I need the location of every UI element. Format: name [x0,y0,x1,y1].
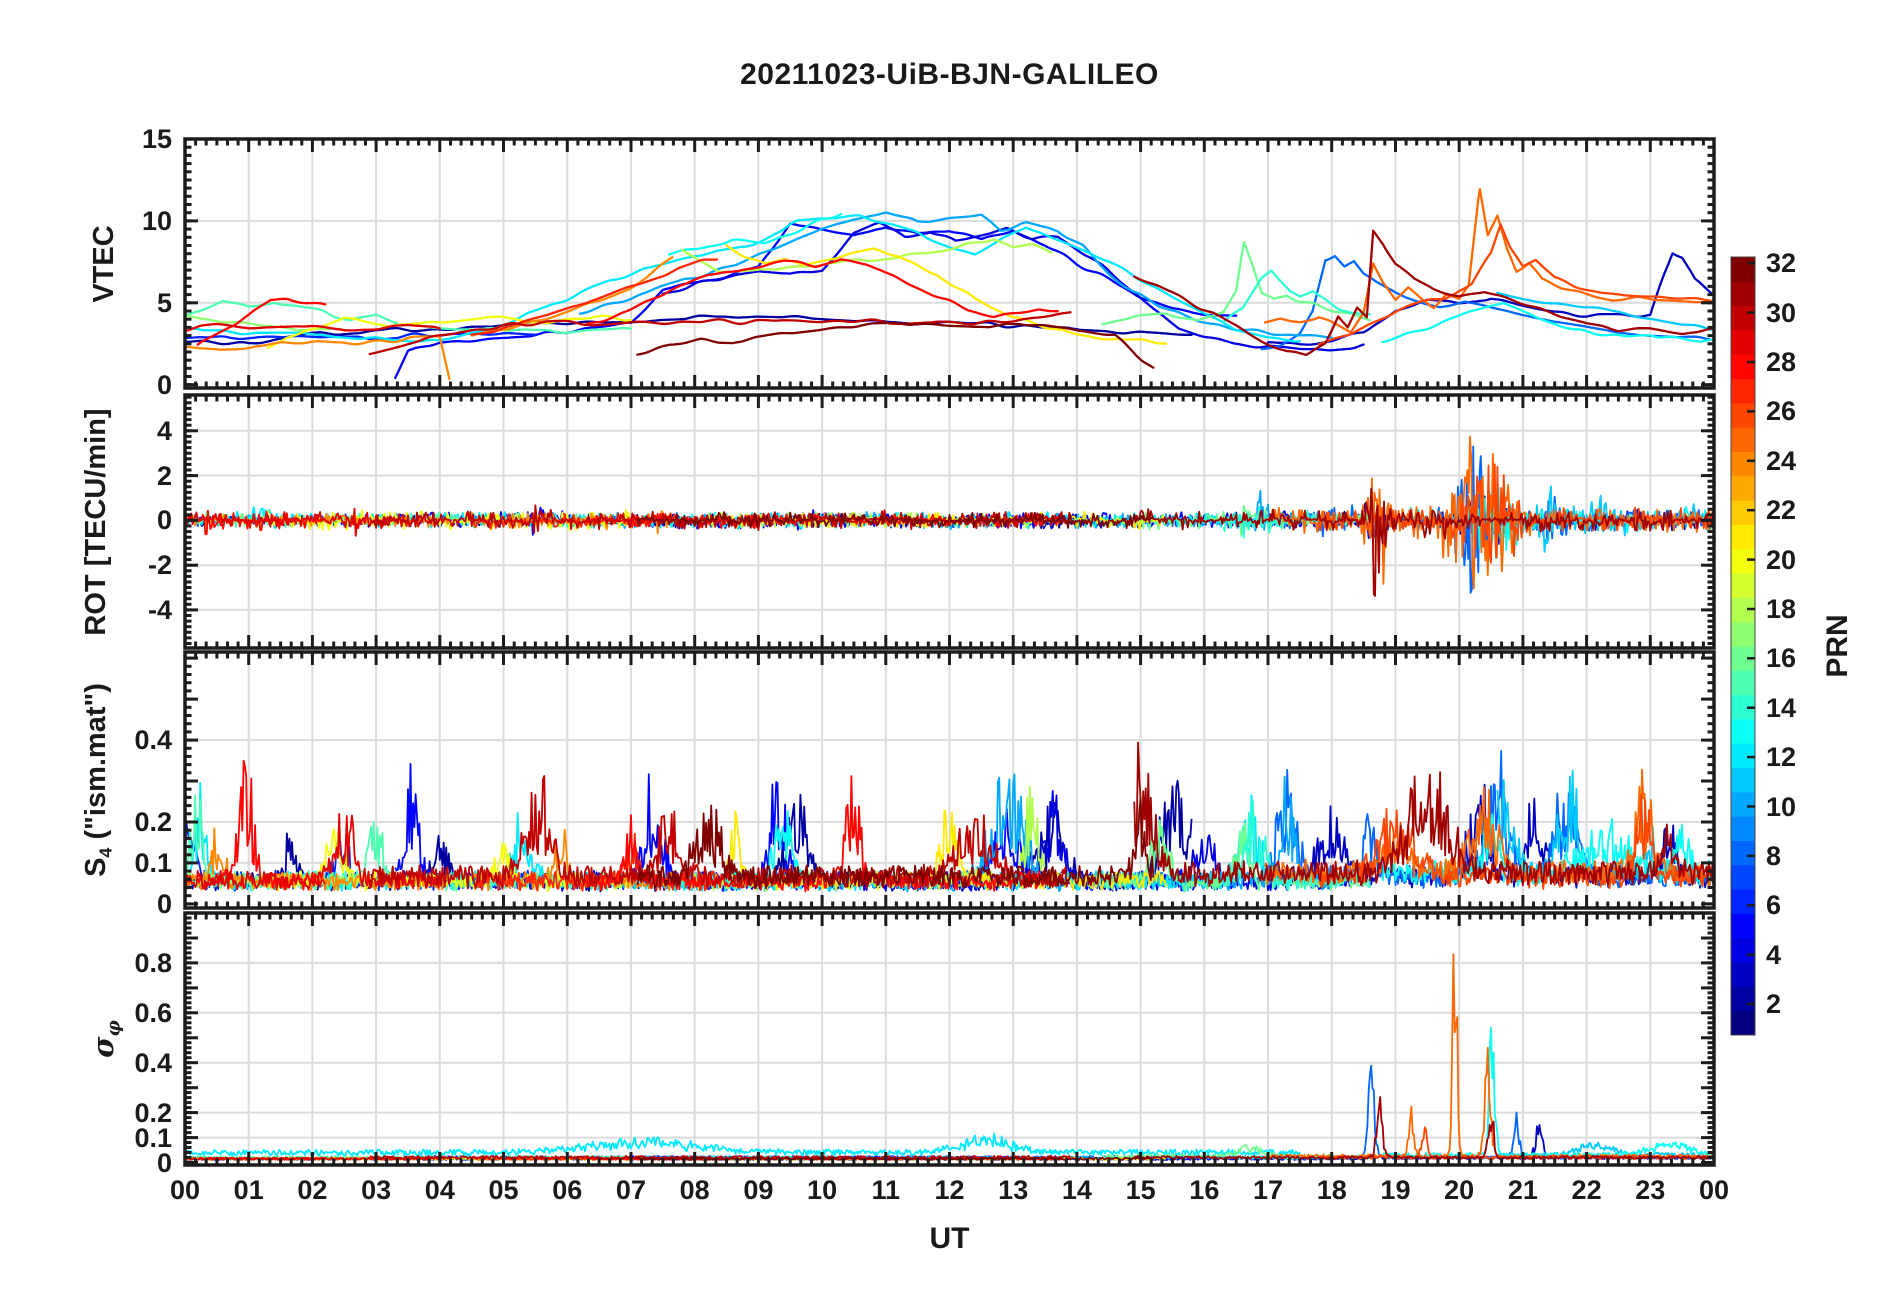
colorbar-tick-label: 28 [1766,346,1797,377]
y-tick-label-s4: 0.2 [134,806,172,837]
colorbar-tick-label: 4 [1766,939,1782,970]
y-tick-label-vtec: 15 [141,124,172,154]
x-tick-label: 10 [807,1175,838,1205]
x-tick-label: 23 [1635,1175,1666,1205]
colorbar-tick-label: 32 [1766,248,1797,279]
colorbar-tick-label: 18 [1766,593,1797,624]
x-tick-label: 04 [424,1175,455,1205]
panel-vtec [183,137,1716,390]
y-tick-label-rot: -2 [147,550,172,581]
x-tick-label: 00 [1698,1175,1730,1205]
x-tick-label: 17 [1253,1175,1284,1205]
y-tick-label-rot: 4 [156,415,172,446]
y-tick-label-sigma: 0.8 [134,947,172,978]
x-tick-label: 00 [169,1175,201,1205]
y-tick-label-s4: 0.4 [134,725,172,756]
panel-rot-data [185,435,1714,597]
x-tick-label: 19 [1380,1175,1411,1205]
y-tick-label-s4: 0.1 [134,847,172,878]
y-tick-label-sigma: 0.2 [134,1097,172,1128]
x-tick-label: 16 [1189,1175,1220,1205]
colorbar-tick-label: 30 [1766,297,1797,328]
y-tick-label-vtec: 5 [156,287,172,318]
x-tick-label: 20 [1444,1175,1475,1205]
chart-title: 20211023-UiB-BJN-GALILEO [740,58,1159,91]
x-tick-label: 02 [297,1175,328,1205]
panel-rot [183,393,1716,650]
colorbar-tick-label: 8 [1766,840,1782,871]
x-axis-label: UT [929,1222,970,1255]
colorbar-tick-label: 26 [1766,396,1797,427]
x-tick-label: 06 [552,1175,583,1205]
x-tick-label: 08 [679,1175,710,1205]
colorbar-tick-label: 16 [1766,643,1797,674]
x-tick-label: 14 [1061,1175,1092,1205]
colorbar-tick-label: 24 [1766,445,1797,476]
x-tick-label: 09 [743,1175,774,1205]
panel-s4 [183,650,1716,910]
colorbar-tick-label: 14 [1766,692,1797,723]
colorbar-tick-label: 2 [1766,989,1782,1020]
y-tick-label-vtec: 0 [156,369,172,400]
x-tick-label: 07 [615,1175,646,1205]
colorbar-tick-label: 20 [1766,544,1797,575]
x-tick-label: 12 [934,1175,965,1205]
y-tick-label-sigma: 0.1 [134,1122,172,1153]
x-tick-label: 22 [1571,1175,1602,1205]
colorbar-tick-label: 12 [1766,742,1797,773]
y-tick-label-sigma: 0 [156,1147,172,1178]
y-tick-label-rot: 2 [156,460,172,491]
y-tick-label-rot: -4 [147,594,172,625]
colorbar-label: PRN [1821,614,1854,678]
y-tick-label-rot: 0 [156,505,172,536]
panel-rot-ticks [183,395,1716,648]
x-tick-label: 01 [233,1175,264,1205]
x-tick-label: 05 [488,1175,519,1205]
y-tick-label-sigma: 0.6 [134,997,172,1028]
panel-vtec-data [185,188,1714,381]
y-tick-label-vtec: 10 [141,205,172,236]
panel-s4-data [185,741,1714,893]
x-tick-label: 18 [1316,1175,1347,1205]
x-tick-label: 03 [361,1175,392,1205]
x-tick-label: 13 [998,1175,1029,1205]
y-tick-label-sigma: 0.4 [134,1047,172,1078]
colorbar [1730,256,1756,1036]
colorbar-tick-label: 22 [1766,495,1797,526]
x-tick-label: 15 [1125,1175,1156,1205]
x-tick-label: 11 [871,1175,901,1205]
y-tick-label-s4: 0 [156,888,172,919]
colorbar-tick-label: 10 [1766,791,1797,822]
panel-sigma [183,911,1716,1167]
colorbar-tick-label: 6 [1766,890,1782,921]
x-tick-label: 21 [1507,1175,1538,1205]
